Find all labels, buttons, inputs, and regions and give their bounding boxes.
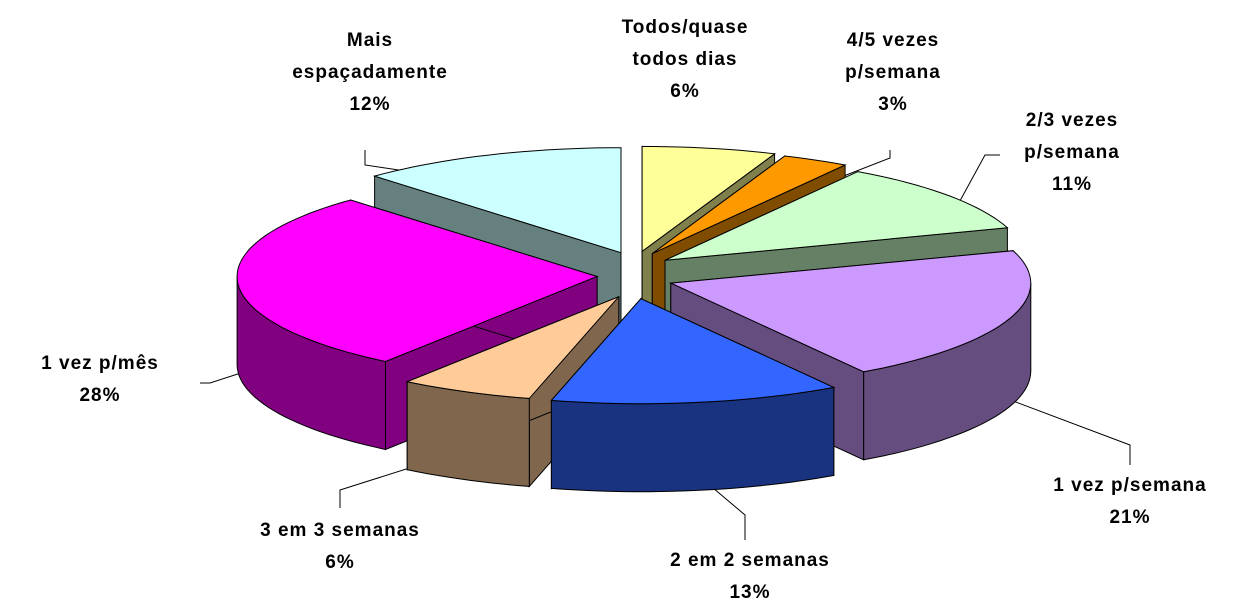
slice xyxy=(664,171,1009,261)
leader-lines xyxy=(200,149,1131,540)
category-label: 2 em 2 semanas xyxy=(670,550,830,571)
value-label: 6% xyxy=(670,81,700,102)
slice xyxy=(652,155,847,255)
data-label: Todos/quase todos dias 6% xyxy=(600,12,770,108)
data-label: Mais espaçadamente 12% xyxy=(290,25,450,121)
category-label: 1 vez p/semana xyxy=(1053,475,1207,496)
value-label: 13% xyxy=(729,582,771,603)
category-label: Todos/quase todos dias xyxy=(621,17,749,70)
category-label: Mais espaçadamente xyxy=(292,30,448,83)
slice-side xyxy=(406,381,530,487)
leader-line xyxy=(1004,397,1131,465)
value-label: 3% xyxy=(878,94,908,115)
value-label: 28% xyxy=(79,385,121,406)
data-label: 4/5 vezes p/semana 3% xyxy=(838,25,948,121)
data-label: 1 vez p/mês 28% xyxy=(0,348,200,412)
slice xyxy=(236,199,599,363)
leader-line xyxy=(954,154,1000,211)
category-label: 4/5 vezes p/semana xyxy=(845,30,941,83)
category-label: 3 em 3 semanas xyxy=(260,520,420,541)
slice xyxy=(668,250,1032,373)
value-label: 11% xyxy=(1052,174,1092,195)
data-label: 1 vez p/semana 21% xyxy=(1010,470,1245,534)
value-label: 21% xyxy=(1109,507,1151,528)
data-label: 3 em 3 semanas 6% xyxy=(210,515,470,579)
slice xyxy=(372,147,622,254)
slice xyxy=(550,298,836,405)
leader-line xyxy=(200,369,251,384)
slices xyxy=(236,145,1032,493)
slice xyxy=(405,296,620,399)
data-label: 2 em 2 semanas 13% xyxy=(620,545,880,608)
slice xyxy=(641,145,776,253)
value-label: 6% xyxy=(325,552,355,573)
data-label: 2/3 vezes p/semana 11% xyxy=(1002,105,1142,201)
value-label: 12% xyxy=(349,94,391,115)
category-label: 1 vez p/mês xyxy=(41,353,159,374)
category-label: 2/3 vezes p/semana xyxy=(1024,110,1120,163)
